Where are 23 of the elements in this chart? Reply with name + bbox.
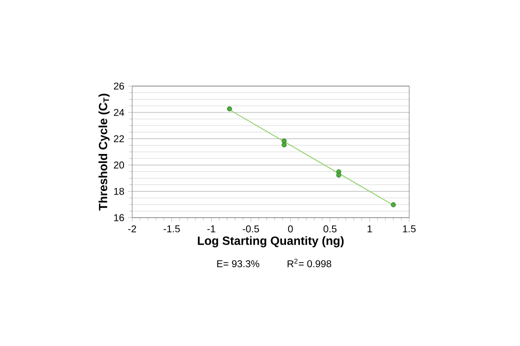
x-axis-title: Log Starting Quantity (ng)	[198, 236, 344, 248]
y-tick-label: 22	[114, 135, 124, 142]
x-tick-label: -0.5	[242, 225, 259, 232]
x-tick-label: 0	[288, 225, 293, 232]
y-tick-label: 20	[114, 161, 124, 168]
y-tick-label: 16	[114, 214, 124, 222]
x-tick-label: -1.5	[164, 225, 180, 232]
x-tick-label: 1	[368, 225, 372, 232]
y-axis-title: Threshold Cycle (C$_{T}$)	[98, 94, 110, 210]
point	[390, 202, 396, 208]
x-tick-label: 1.5	[403, 225, 416, 232]
point	[282, 138, 287, 144]
text: R$^{2}$= 0.998	[288, 258, 332, 268]
point	[227, 106, 232, 112]
x-tick-label: -2	[128, 225, 136, 232]
point	[336, 172, 342, 178]
y-tick-label: 26	[114, 82, 124, 90]
y-tick-label: 24	[114, 108, 124, 116]
text: E= 93.3%	[217, 260, 260, 268]
point	[282, 142, 287, 148]
y-tick-label: 18	[114, 188, 124, 195]
x-tick-label: 0.5	[324, 225, 336, 232]
x-tick-label: -1	[207, 225, 216, 232]
